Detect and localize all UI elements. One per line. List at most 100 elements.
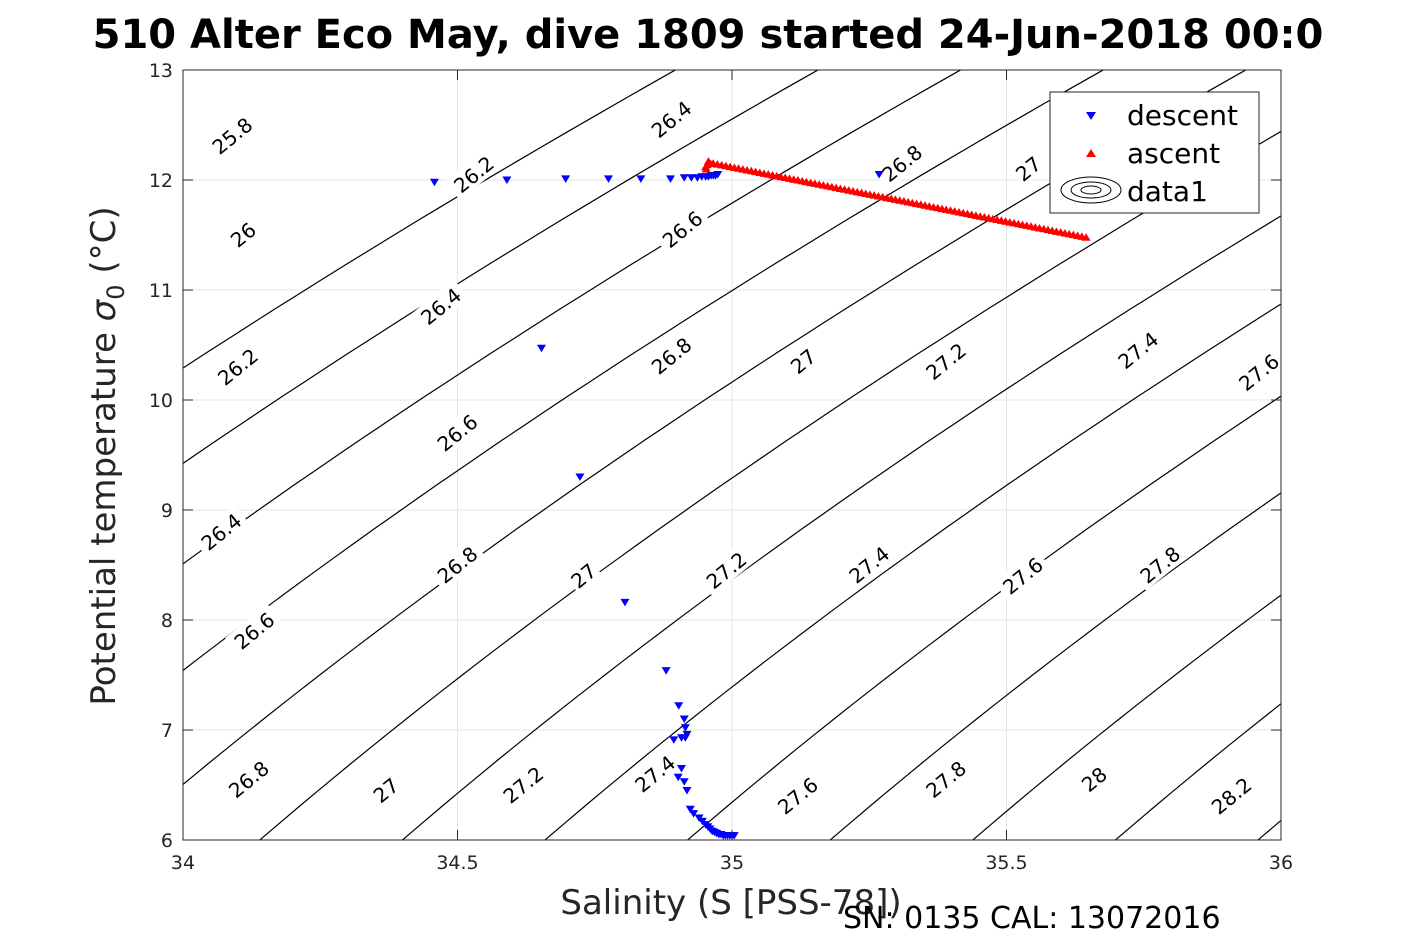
- descent-point: [620, 598, 630, 607]
- descent-point: [502, 176, 512, 184]
- contour-label-bg: [840, 537, 898, 591]
- descent-point: [689, 810, 699, 818]
- contour-line: [686, 395, 1281, 840]
- ascent-point: [1081, 233, 1091, 241]
- x-tick-label: 35.5: [985, 852, 1027, 874]
- x-tick-label: 34.5: [436, 852, 478, 874]
- contour-line: [401, 215, 1281, 840]
- legend-contour-icon: [1060, 176, 1122, 204]
- contour-label-bg: [444, 147, 502, 201]
- contour-label-bg: [697, 543, 755, 597]
- contour-label-bg: [1202, 768, 1260, 822]
- x-tick-label: 36: [1269, 852, 1293, 874]
- contour-label-bg: [428, 537, 486, 591]
- contour-label-bg: [563, 556, 603, 594]
- contour-label-bg: [192, 504, 250, 558]
- contour-label-bg: [1074, 759, 1113, 798]
- contour-label-bg: [1229, 345, 1287, 399]
- descent-point: [575, 473, 585, 481]
- contour-line: [829, 492, 1281, 840]
- descent-point: [679, 174, 689, 182]
- descent-point: [682, 787, 692, 795]
- contour-label-bg: [1109, 323, 1167, 377]
- contour-line: [544, 303, 1281, 840]
- ascent-series: [701, 157, 1091, 241]
- descent-point: [636, 175, 646, 183]
- contour-label-bg: [366, 770, 405, 809]
- y-axis-label-sigma: σ: [84, 298, 124, 321]
- descent-point: [874, 171, 884, 179]
- y-tick-label: 6: [161, 830, 173, 852]
- descent-point: [679, 778, 689, 786]
- contour-label-bg: [768, 768, 826, 822]
- contour-line: [971, 594, 1281, 840]
- descent-series: [429, 171, 884, 840]
- contour-label-bg: [642, 328, 700, 382]
- contour-label-bg: [219, 752, 277, 806]
- descent-point: [674, 702, 684, 710]
- contour-line: [183, 70, 1105, 672]
- y-tick-label: 8: [161, 610, 173, 632]
- x-axis-ticks: 34 34.5 35 35.5 36: [171, 70, 1293, 874]
- descent-point: [661, 667, 671, 675]
- contour-label-bg: [494, 757, 552, 811]
- contour-label-bg: [1131, 537, 1189, 591]
- descent-point: [429, 178, 439, 187]
- x-axis-label: Salinity (S [PSS-78]): [560, 883, 901, 923]
- descent-point: [561, 175, 571, 183]
- contour-label-bg: [873, 136, 931, 190]
- descent-point: [536, 344, 546, 353]
- legend-descent-label: descent: [1127, 99, 1238, 132]
- x-tick-label: 35: [720, 852, 744, 874]
- descent-point: [669, 736, 679, 744]
- y-tick-label: 13: [149, 60, 173, 82]
- contour-label-bg: [642, 92, 700, 146]
- descent-point: [713, 171, 723, 179]
- y-tick-label: 7: [161, 720, 173, 742]
- y-tick-label: 9: [161, 500, 173, 522]
- x-tick-label: 34: [171, 852, 195, 874]
- contour-label-bg: [411, 279, 469, 333]
- y-axis-ticks: 6 7 8 9 10 11 12 13: [149, 60, 1281, 852]
- descent-point: [603, 175, 613, 183]
- contour-line: [183, 70, 677, 369]
- y-axis-label-subscript: 0: [102, 284, 130, 299]
- y-axis-label: Potential temperature σ0 (°C): [84, 206, 130, 705]
- descent-point: [666, 175, 676, 183]
- descent-point: [686, 174, 696, 182]
- contour-label-bg: [1008, 149, 1048, 187]
- legend-ascent-label: ascent: [1127, 137, 1220, 170]
- legend-ascent-marker: [1086, 149, 1096, 157]
- serial-calibration-text: SN: 0135 CAL: 13072016: [843, 901, 1221, 936]
- contour-label-bg: [993, 548, 1051, 602]
- contour-label-bg: [916, 334, 975, 388]
- chart-title: 510 Alter Eco May, dive 1809 started 24-…: [93, 12, 1324, 58]
- contour-label-bg: [203, 108, 261, 162]
- contour-label-bg: [625, 746, 684, 800]
- descent-point: [673, 773, 683, 782]
- y-tick-label: 10: [149, 390, 173, 412]
- contour-label-bg: [225, 603, 283, 657]
- descent-point: [676, 765, 686, 773]
- contour-line: [183, 70, 962, 565]
- descent-point: [680, 724, 690, 732]
- contour-label-bg: [783, 341, 822, 380]
- contour-label-bg: [428, 405, 486, 459]
- descent-point: [685, 805, 695, 814]
- legend: descent ascent data1: [1049, 91, 1260, 214]
- contour-label-bg: [208, 339, 266, 393]
- y-tick-label: 11: [149, 280, 173, 302]
- contour-line: [1114, 702, 1281, 840]
- y-axis-label-main: Potential temperature: [84, 321, 124, 705]
- legend-data1-label: data1: [1127, 175, 1208, 208]
- contour-label-bg: [916, 752, 975, 806]
- y-tick-label: 12: [149, 170, 173, 192]
- contour-line: [183, 70, 820, 465]
- descent-point: [676, 734, 686, 742]
- contour-label-bg: [653, 202, 711, 256]
- y-axis-label-unit: (°C): [84, 206, 124, 284]
- ascent-point: [701, 165, 711, 173]
- contour-label-bg: [223, 215, 262, 253]
- descent-point: [679, 715, 689, 723]
